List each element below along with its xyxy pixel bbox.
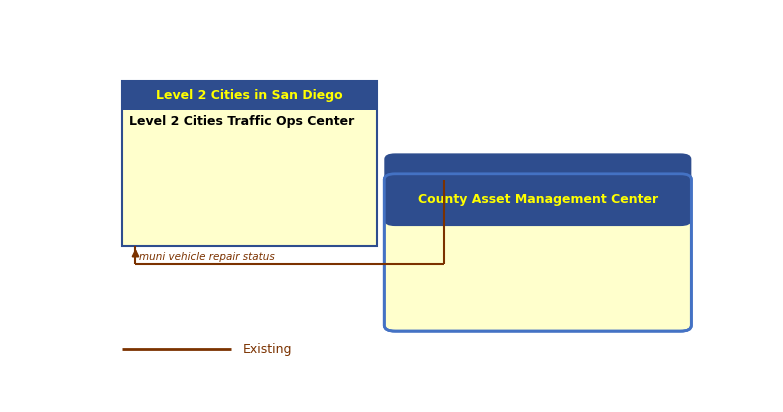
- Bar: [122, 110, 377, 246]
- FancyBboxPatch shape: [384, 174, 691, 331]
- FancyBboxPatch shape: [384, 153, 691, 226]
- Text: Existing: Existing: [242, 343, 292, 356]
- Text: Level 2 Cities in San Diego: Level 2 Cities in San Diego: [157, 89, 343, 102]
- Text: County Asset Management Center: County Asset Management Center: [418, 194, 658, 206]
- Bar: [122, 81, 377, 246]
- Bar: [395, 202, 680, 220]
- Text: Level 2 Cities Traffic Ops Center: Level 2 Cities Traffic Ops Center: [129, 115, 355, 128]
- Text: muni vehicle repair status: muni vehicle repair status: [139, 252, 274, 262]
- Bar: [122, 81, 377, 110]
